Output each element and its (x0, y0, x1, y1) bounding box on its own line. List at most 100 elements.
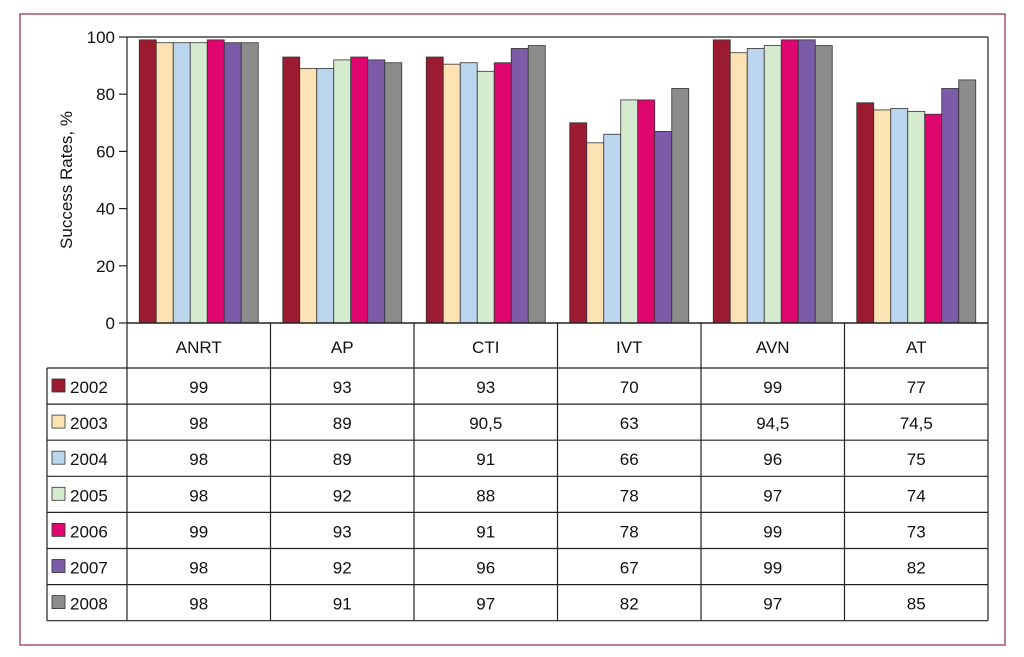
bar-AVN-2003 (729, 52, 748, 324)
bar-ANRT-2003 (155, 42, 174, 324)
table-cell: 70 (620, 378, 639, 397)
bar-AP-2003 (299, 68, 318, 324)
bar-CTI-2008 (527, 45, 546, 324)
y-tick-label: 40 (96, 200, 115, 219)
legend-label: 2007 (70, 559, 108, 578)
outer-frame (19, 13, 1006, 646)
bar-IVT-2003 (586, 142, 605, 324)
table-cell: 97 (763, 595, 782, 614)
bar-ANRT-2002 (138, 39, 157, 324)
bar-AVN-2007 (797, 39, 816, 324)
bar-AT-2007 (941, 88, 960, 324)
bar-IVT-2004 (603, 133, 622, 324)
bar-ANRT-2007 (223, 42, 242, 324)
bar-IVT-2006 (637, 99, 656, 324)
table-cell: 93 (333, 522, 352, 541)
bar-AT-2008 (958, 79, 977, 324)
table-cell: 98 (189, 450, 208, 469)
table-cell: 99 (763, 378, 782, 397)
table-cell: 63 (620, 414, 639, 433)
bar-IVT-2007 (654, 130, 673, 324)
bar-AVN-2002 (712, 39, 731, 324)
legend-swatch-2006 (51, 523, 66, 537)
table-cell: 91 (476, 522, 495, 541)
bar-AVN-2006 (780, 39, 799, 324)
legend-swatch-2007 (51, 559, 66, 573)
bar-AP-2008 (384, 62, 403, 324)
legend-label: 2004 (70, 450, 108, 469)
table-cell: 98 (189, 559, 208, 578)
table-cell: 94,5 (756, 414, 789, 433)
bar-CTI-2005 (476, 70, 495, 324)
bar-IVT-2002 (569, 122, 588, 324)
bar-AVN-2008 (814, 45, 833, 324)
y-tick-label: 80 (96, 85, 115, 104)
y-axis-label: Success Rates, % (57, 111, 76, 249)
table-cell: 78 (620, 522, 639, 541)
table-cell: 67 (620, 559, 639, 578)
table-cell: 74,5 (900, 414, 933, 433)
table-cell: 78 (620, 486, 639, 505)
category-label: ANRT (176, 338, 222, 357)
bar-AP-2002 (282, 56, 301, 324)
table-cell: 66 (620, 450, 639, 469)
table-cell: 96 (476, 559, 495, 578)
table-cell: 88 (476, 486, 495, 505)
table-cell: 99 (763, 559, 782, 578)
category-label: CTI (472, 338, 499, 357)
table-cell: 92 (333, 486, 352, 505)
legend-swatch-2008 (51, 595, 66, 609)
table-cell: 74 (907, 486, 926, 505)
bar-CTI-2002 (425, 56, 444, 324)
legend-label: 2005 (70, 486, 108, 505)
bar-ANRT-2005 (189, 42, 208, 324)
bar-AP-2005 (333, 59, 352, 324)
y-tick-label: 100 (87, 28, 115, 47)
table-cell: 89 (333, 414, 352, 433)
bar-AT-2004 (890, 108, 909, 324)
table-cell: 89 (333, 450, 352, 469)
bar-AT-2002 (856, 102, 875, 324)
table-cell: 75 (907, 450, 926, 469)
table-cell: 73 (907, 522, 926, 541)
table-cell: 98 (189, 486, 208, 505)
bar-ANRT-2008 (240, 42, 259, 324)
table-cell: 85 (907, 595, 926, 614)
table-cell: 82 (620, 595, 639, 614)
table-cell: 98 (189, 414, 208, 433)
bar-AT-2006 (924, 113, 943, 324)
bar-CTI-2004 (459, 62, 478, 324)
bar-CTI-2007 (510, 48, 529, 324)
legend-label: 2002 (70, 378, 108, 397)
category-label: AT (906, 338, 926, 357)
table-cell: 93 (476, 378, 495, 397)
legend-swatch-2005 (51, 486, 66, 501)
table-cell: 97 (476, 595, 495, 614)
table-cell: 91 (333, 595, 352, 614)
y-tick-label: 60 (96, 142, 115, 161)
legend-swatch-2003 (51, 414, 66, 429)
bar-AVN-2004 (746, 48, 765, 324)
category-label: AVN (756, 338, 790, 357)
table-cell: 99 (189, 378, 208, 397)
bar-CTI-2003 (442, 63, 461, 324)
bar-AP-2006 (350, 56, 369, 324)
category-label: AP (331, 338, 354, 357)
table-cell: 93 (333, 378, 352, 397)
bar-CTI-2006 (493, 62, 512, 324)
y-tick-label: 20 (96, 257, 115, 276)
legend-swatch-2004 (51, 450, 66, 465)
table-cell: 92 (333, 559, 352, 578)
table-cell: 99 (189, 522, 208, 541)
legend-label: 2006 (70, 522, 108, 541)
bar-ANRT-2006 (206, 39, 225, 324)
bar-AVN-2005 (763, 45, 782, 324)
y-tick-label: 0 (106, 314, 115, 333)
bar-ANRT-2004 (172, 42, 191, 324)
category-label: IVT (616, 338, 642, 357)
bar-AP-2007 (367, 59, 386, 324)
bar-AP-2004 (316, 68, 335, 324)
legend-label: 2008 (70, 595, 108, 614)
table-cell: 91 (476, 450, 495, 469)
